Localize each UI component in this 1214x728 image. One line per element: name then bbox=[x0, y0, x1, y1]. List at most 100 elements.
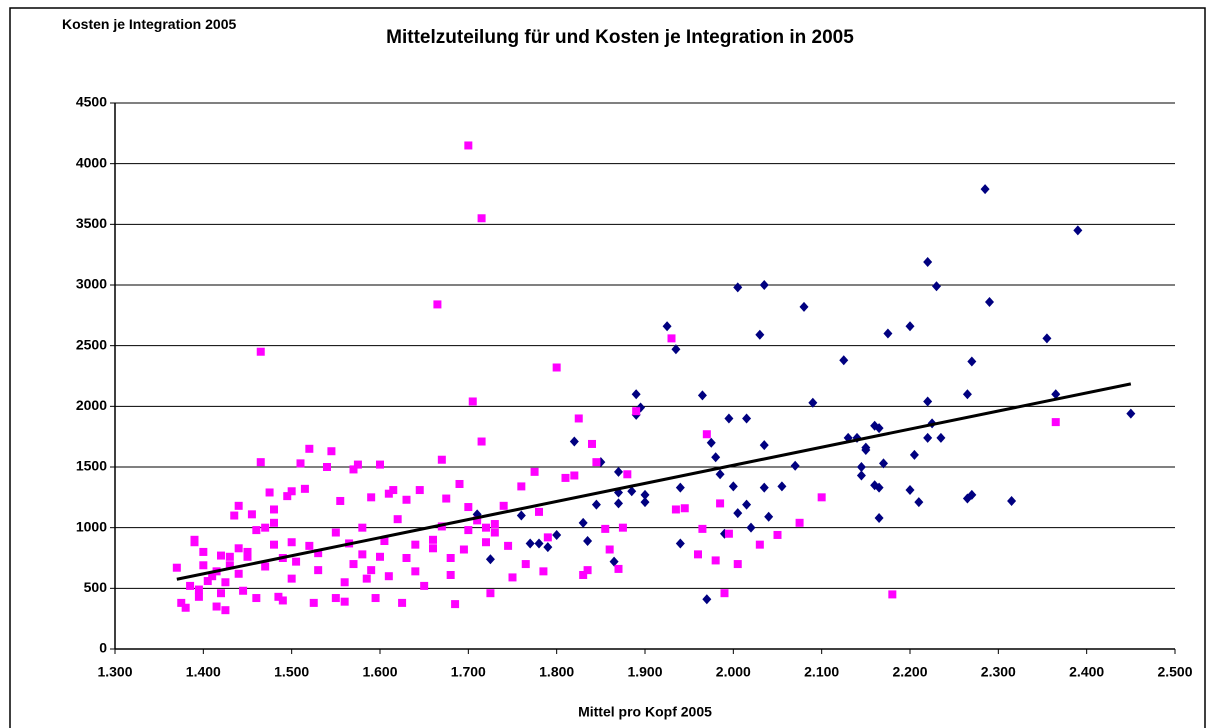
point bbox=[451, 600, 460, 609]
point bbox=[839, 355, 849, 366]
point bbox=[499, 501, 508, 510]
point bbox=[675, 538, 685, 549]
point bbox=[508, 573, 517, 582]
point bbox=[591, 499, 601, 510]
point bbox=[221, 578, 230, 587]
point bbox=[667, 334, 676, 343]
point bbox=[1051, 389, 1061, 400]
point bbox=[967, 356, 977, 367]
point bbox=[715, 469, 725, 480]
point bbox=[605, 545, 614, 554]
point bbox=[680, 504, 689, 513]
point bbox=[1126, 408, 1136, 419]
point bbox=[711, 452, 721, 463]
point bbox=[905, 485, 915, 496]
point bbox=[742, 499, 752, 510]
point bbox=[706, 437, 716, 448]
point bbox=[923, 432, 933, 443]
point bbox=[217, 589, 225, 598]
point bbox=[411, 540, 420, 549]
point bbox=[486, 589, 495, 598]
point bbox=[759, 440, 769, 451]
point bbox=[932, 281, 941, 292]
point bbox=[446, 554, 455, 562]
point bbox=[795, 518, 804, 527]
point bbox=[561, 473, 570, 482]
point bbox=[327, 447, 336, 456]
point bbox=[535, 507, 543, 516]
chart-border bbox=[9, 7, 1206, 728]
point bbox=[309, 598, 318, 607]
point bbox=[376, 552, 384, 561]
point bbox=[190, 535, 199, 544]
x-tick-label: 2.100 bbox=[804, 664, 839, 680]
point bbox=[799, 301, 809, 312]
point bbox=[287, 574, 296, 583]
x-tick-label: 2.500 bbox=[1157, 664, 1192, 680]
point bbox=[579, 570, 588, 579]
point bbox=[349, 465, 358, 474]
point bbox=[517, 482, 526, 491]
point bbox=[742, 413, 752, 424]
point bbox=[675, 482, 685, 493]
point bbox=[358, 550, 367, 559]
point bbox=[623, 470, 632, 479]
point bbox=[256, 347, 265, 356]
point bbox=[225, 552, 234, 561]
point bbox=[817, 493, 826, 502]
point bbox=[662, 321, 672, 332]
point bbox=[936, 432, 946, 443]
point bbox=[292, 557, 301, 566]
x-tick-label: 1.900 bbox=[627, 664, 662, 680]
point bbox=[490, 520, 499, 529]
point bbox=[473, 516, 482, 525]
point bbox=[415, 486, 424, 495]
point bbox=[578, 517, 588, 528]
point bbox=[380, 537, 389, 546]
point bbox=[733, 560, 742, 569]
point bbox=[433, 300, 442, 309]
point bbox=[477, 437, 486, 446]
y-tick-label: 0 bbox=[99, 640, 107, 656]
point bbox=[482, 538, 490, 547]
point bbox=[252, 526, 261, 535]
point bbox=[773, 530, 782, 539]
point bbox=[614, 466, 623, 477]
point bbox=[777, 481, 787, 492]
point bbox=[384, 489, 393, 498]
point bbox=[446, 570, 455, 579]
point bbox=[962, 389, 972, 400]
x-tick-label: 1.600 bbox=[362, 664, 397, 680]
point bbox=[808, 397, 818, 408]
point bbox=[203, 577, 212, 586]
point bbox=[217, 551, 225, 560]
point bbox=[874, 512, 884, 523]
point bbox=[588, 439, 596, 448]
point bbox=[759, 482, 769, 493]
point bbox=[402, 495, 411, 504]
y-tick-label: 1500 bbox=[76, 458, 107, 474]
y-axis-title: Kosten je Integration 2005 bbox=[62, 16, 237, 32]
point bbox=[504, 541, 513, 550]
point bbox=[371, 594, 380, 603]
point bbox=[923, 396, 933, 407]
point bbox=[208, 572, 217, 581]
point bbox=[1073, 225, 1083, 236]
point bbox=[464, 503, 473, 512]
point bbox=[724, 413, 734, 424]
point bbox=[221, 606, 230, 615]
point bbox=[270, 540, 278, 549]
trendline bbox=[176, 382, 1132, 581]
point bbox=[985, 296, 994, 307]
x-tick-label: 1.300 bbox=[97, 664, 132, 680]
point bbox=[300, 484, 309, 493]
point bbox=[764, 511, 774, 522]
point bbox=[856, 470, 866, 481]
point bbox=[265, 488, 274, 497]
point bbox=[759, 280, 769, 290]
point bbox=[609, 556, 619, 567]
point bbox=[252, 594, 261, 603]
point bbox=[746, 522, 756, 533]
point bbox=[1051, 418, 1060, 427]
point bbox=[331, 528, 340, 537]
